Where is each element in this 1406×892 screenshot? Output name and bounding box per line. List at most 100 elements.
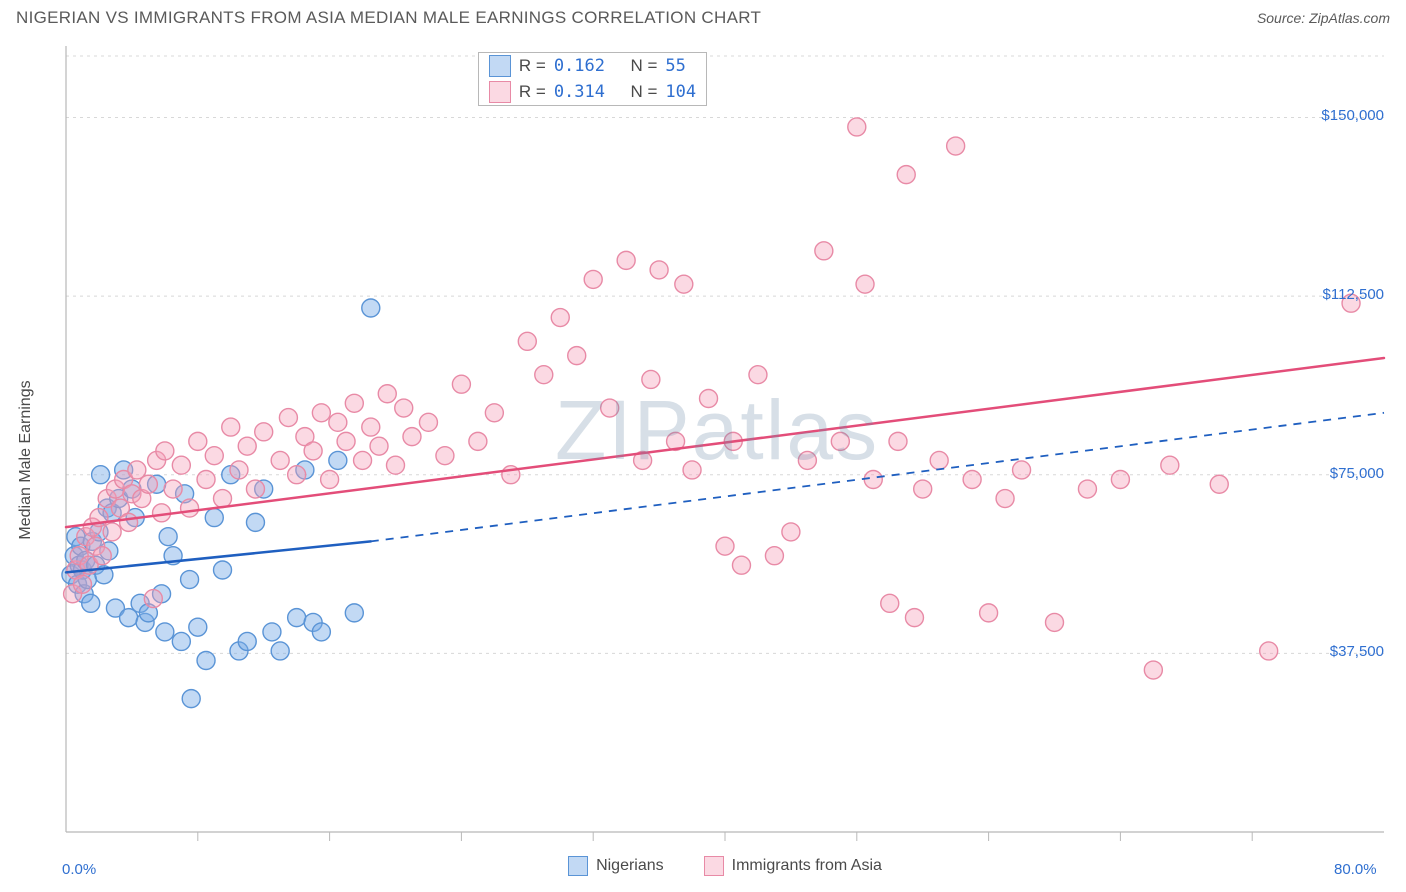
- data-point: [181, 499, 199, 517]
- trend-line-extrapolated: [371, 413, 1384, 542]
- data-point: [387, 456, 405, 474]
- data-point: [617, 251, 635, 269]
- data-point: [1013, 461, 1031, 479]
- data-point: [159, 528, 177, 546]
- stat-n-label: N =: [630, 56, 657, 76]
- data-point: [378, 385, 396, 403]
- data-point: [864, 470, 882, 488]
- data-point: [584, 270, 602, 288]
- data-point: [1046, 613, 1064, 631]
- data-point: [1210, 475, 1228, 493]
- data-point: [337, 432, 355, 450]
- stat-n-label: N =: [630, 82, 657, 102]
- data-point: [996, 490, 1014, 508]
- legend-swatch: [568, 856, 588, 876]
- data-point: [700, 390, 718, 408]
- data-point: [329, 451, 347, 469]
- data-point: [255, 423, 273, 441]
- data-point: [205, 509, 223, 527]
- data-point: [354, 451, 372, 469]
- legend-label: Immigrants from Asia: [732, 857, 882, 874]
- y-tick-label: $37,500: [1304, 643, 1384, 660]
- chart-source: Source: ZipAtlas.com: [1257, 10, 1390, 26]
- data-point: [963, 470, 981, 488]
- data-point: [831, 432, 849, 450]
- data-point: [905, 609, 923, 627]
- data-point: [980, 604, 998, 622]
- data-point: [782, 523, 800, 541]
- data-point: [485, 404, 503, 422]
- data-point: [288, 609, 306, 627]
- data-point: [92, 466, 110, 484]
- data-point: [345, 604, 363, 622]
- data-point: [765, 547, 783, 565]
- legend-swatch: [704, 856, 724, 876]
- x-axis-min-label: 0.0%: [62, 861, 96, 878]
- chart-title: NIGERIAN VS IMMIGRANTS FROM ASIA MEDIAN …: [16, 8, 761, 28]
- data-point: [1144, 661, 1162, 679]
- source-prefix: Source:: [1257, 10, 1309, 26]
- data-point: [238, 632, 256, 650]
- legend-item: Immigrants from Asia: [704, 856, 882, 876]
- data-point: [263, 623, 281, 641]
- stat-r-label: R =: [519, 56, 546, 76]
- data-point: [271, 642, 289, 660]
- data-point: [650, 261, 668, 279]
- data-point: [172, 632, 190, 650]
- data-point: [403, 428, 421, 446]
- data-point: [798, 451, 816, 469]
- data-point: [1078, 480, 1096, 498]
- data-point: [222, 418, 240, 436]
- data-point: [642, 370, 660, 388]
- legend-swatch: [489, 55, 511, 77]
- data-point: [1161, 456, 1179, 474]
- data-point: [172, 456, 190, 474]
- correlation-stats-box: R = 0.162 N = 55 R = 0.314 N = 104: [478, 52, 707, 106]
- data-point: [518, 332, 536, 350]
- y-tick-label: $150,000: [1304, 107, 1384, 124]
- x-axis-max-label: 80.0%: [1334, 861, 1377, 878]
- data-point: [535, 366, 553, 384]
- stat-r-value: 0.162: [554, 56, 605, 76]
- y-axis-label: Median Male Earnings: [17, 380, 35, 539]
- data-point: [156, 442, 174, 460]
- data-point: [189, 432, 207, 450]
- data-point: [182, 690, 200, 708]
- data-point: [601, 399, 619, 417]
- data-point: [214, 490, 232, 508]
- series-legend: Nigerians Immigrants from Asia: [66, 856, 1384, 876]
- source-name: ZipAtlas.com: [1309, 10, 1390, 26]
- data-point: [469, 432, 487, 450]
- chart-area: Median Male Earnings ZIPatlas R = 0.162 …: [14, 42, 1392, 878]
- data-point: [815, 242, 833, 260]
- data-point: [279, 409, 297, 427]
- data-point: [271, 451, 289, 469]
- stats-row: R = 0.314 N = 104: [479, 79, 706, 105]
- data-point: [452, 375, 470, 393]
- y-tick-label: $75,000: [1304, 465, 1384, 482]
- data-point: [156, 623, 174, 641]
- data-point: [93, 547, 111, 565]
- data-point: [144, 590, 162, 608]
- legend-label: Nigerians: [596, 857, 664, 874]
- data-point: [856, 275, 874, 293]
- data-point: [947, 137, 965, 155]
- data-point: [881, 594, 899, 612]
- data-point: [288, 466, 306, 484]
- data-point: [732, 556, 750, 574]
- stat-r-label: R =: [519, 82, 546, 102]
- data-point: [197, 652, 215, 670]
- data-point: [1111, 470, 1129, 488]
- data-point: [246, 513, 264, 531]
- data-point: [914, 480, 932, 498]
- data-point: [897, 166, 915, 184]
- data-point: [73, 575, 91, 593]
- data-point: [345, 394, 363, 412]
- data-point: [889, 432, 907, 450]
- data-point: [197, 470, 215, 488]
- stat-n-value: 55: [665, 56, 685, 76]
- data-point: [419, 413, 437, 431]
- data-point: [675, 275, 693, 293]
- data-point: [716, 537, 734, 555]
- data-point: [362, 418, 380, 436]
